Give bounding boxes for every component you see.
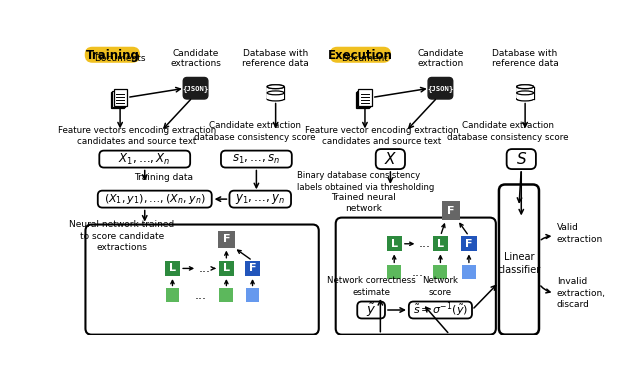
FancyBboxPatch shape <box>357 302 385 318</box>
Text: Linear
classifier: Linear classifier <box>497 252 541 275</box>
Text: $X$: $X$ <box>384 151 397 167</box>
FancyBboxPatch shape <box>376 149 405 169</box>
Text: Feature vector encoding extraction
candidates and source text: Feature vector encoding extraction candi… <box>305 126 459 146</box>
Bar <box>387 236 402 252</box>
Text: {JSON}: {JSON} <box>428 85 454 92</box>
Ellipse shape <box>516 91 534 95</box>
Ellipse shape <box>267 91 284 95</box>
Text: $y_1,\ldots,y_n$: $y_1,\ldots,y_n$ <box>235 192 285 206</box>
Bar <box>218 231 235 248</box>
Text: Candidate extraction
database consistency score: Candidate extraction database consistenc… <box>447 121 569 142</box>
Text: Documents: Documents <box>94 54 146 63</box>
FancyBboxPatch shape <box>428 77 452 99</box>
Polygon shape <box>267 87 284 99</box>
FancyBboxPatch shape <box>336 218 496 335</box>
Text: F: F <box>223 234 230 244</box>
Bar <box>245 261 260 276</box>
Polygon shape <box>516 87 534 99</box>
Text: Document: Document <box>342 54 388 63</box>
Text: ...: ... <box>195 289 207 302</box>
Text: Database with
reference data: Database with reference data <box>243 49 309 68</box>
Bar <box>357 91 371 107</box>
Bar <box>461 236 477 252</box>
Bar <box>462 265 476 279</box>
Bar <box>356 92 369 108</box>
Text: $\tilde{s}=\sigma^{-1}(\tilde{y})$: $\tilde{s}=\sigma^{-1}(\tilde{y})$ <box>413 301 468 319</box>
Ellipse shape <box>267 85 284 89</box>
Text: Database with
reference data: Database with reference data <box>492 49 559 68</box>
Bar <box>433 236 448 252</box>
Ellipse shape <box>267 85 284 89</box>
Bar <box>164 261 180 276</box>
Bar <box>166 288 179 302</box>
Text: L: L <box>390 239 397 249</box>
Text: Binary database consistency
labels obtained via thresholding: Binary database consistency labels obtai… <box>297 171 435 192</box>
Ellipse shape <box>516 85 534 89</box>
Text: Feature vectors encoding extraction
candidates and source text: Feature vectors encoding extraction cand… <box>58 126 216 146</box>
Text: F: F <box>249 264 256 273</box>
Text: L: L <box>223 264 230 273</box>
Text: Neural network trained
to score candidate
extractions: Neural network trained to score candidat… <box>69 220 174 252</box>
FancyBboxPatch shape <box>86 47 140 62</box>
Text: Training: Training <box>86 49 140 62</box>
Text: Trained neural
network: Trained neural network <box>331 193 396 213</box>
Text: Candidate
extraction: Candidate extraction <box>417 49 463 68</box>
Bar <box>113 89 127 106</box>
Text: L: L <box>437 239 444 249</box>
Bar <box>358 89 371 106</box>
Bar <box>442 202 460 220</box>
Text: ...: ... <box>412 266 423 279</box>
Text: $X_1,\ldots,X_n$: $X_1,\ldots,X_n$ <box>118 152 171 167</box>
Text: Network correctness
estimate: Network correctness estimate <box>327 276 415 297</box>
Ellipse shape <box>267 97 284 101</box>
Text: {JSON}: {JSON} <box>182 85 209 92</box>
Text: Candidate extraction
database consistency score: Candidate extraction database consistenc… <box>194 121 316 142</box>
FancyBboxPatch shape <box>507 149 536 169</box>
FancyBboxPatch shape <box>99 151 190 168</box>
Ellipse shape <box>516 85 534 89</box>
Bar <box>111 92 124 108</box>
FancyBboxPatch shape <box>98 191 212 208</box>
FancyBboxPatch shape <box>183 77 208 99</box>
Text: $S$: $S$ <box>516 151 527 167</box>
Text: $\tilde{y}$: $\tilde{y}$ <box>366 301 376 319</box>
Text: $s_1,\ldots,s_n$: $s_1,\ldots,s_n$ <box>232 153 280 166</box>
FancyBboxPatch shape <box>499 185 539 335</box>
FancyBboxPatch shape <box>230 191 291 208</box>
Text: Invalid
extraction,
discard: Invalid extraction, discard <box>557 277 605 309</box>
Text: ...: ... <box>419 237 431 250</box>
Bar <box>433 265 447 279</box>
FancyBboxPatch shape <box>330 47 390 62</box>
FancyBboxPatch shape <box>409 302 472 318</box>
Bar <box>220 288 234 302</box>
Bar <box>246 288 259 302</box>
Text: Training data: Training data <box>134 173 193 182</box>
Text: F: F <box>465 239 473 249</box>
FancyBboxPatch shape <box>86 224 319 335</box>
Text: $(X_1,y_1),\ldots,(X_n,y_n)$: $(X_1,y_1),\ldots,(X_n,y_n)$ <box>104 192 205 206</box>
Bar <box>387 265 401 279</box>
Bar <box>113 91 125 107</box>
Text: F: F <box>447 206 455 216</box>
Bar <box>219 261 234 276</box>
Text: Valid
extraction: Valid extraction <box>557 223 603 244</box>
Text: Network
score: Network score <box>422 276 458 297</box>
Ellipse shape <box>516 97 534 101</box>
Text: Candidate
extractions: Candidate extractions <box>170 49 221 68</box>
Text: Execution: Execution <box>328 49 393 62</box>
Text: ...: ... <box>199 262 211 275</box>
Text: L: L <box>169 264 176 273</box>
FancyBboxPatch shape <box>221 151 292 168</box>
